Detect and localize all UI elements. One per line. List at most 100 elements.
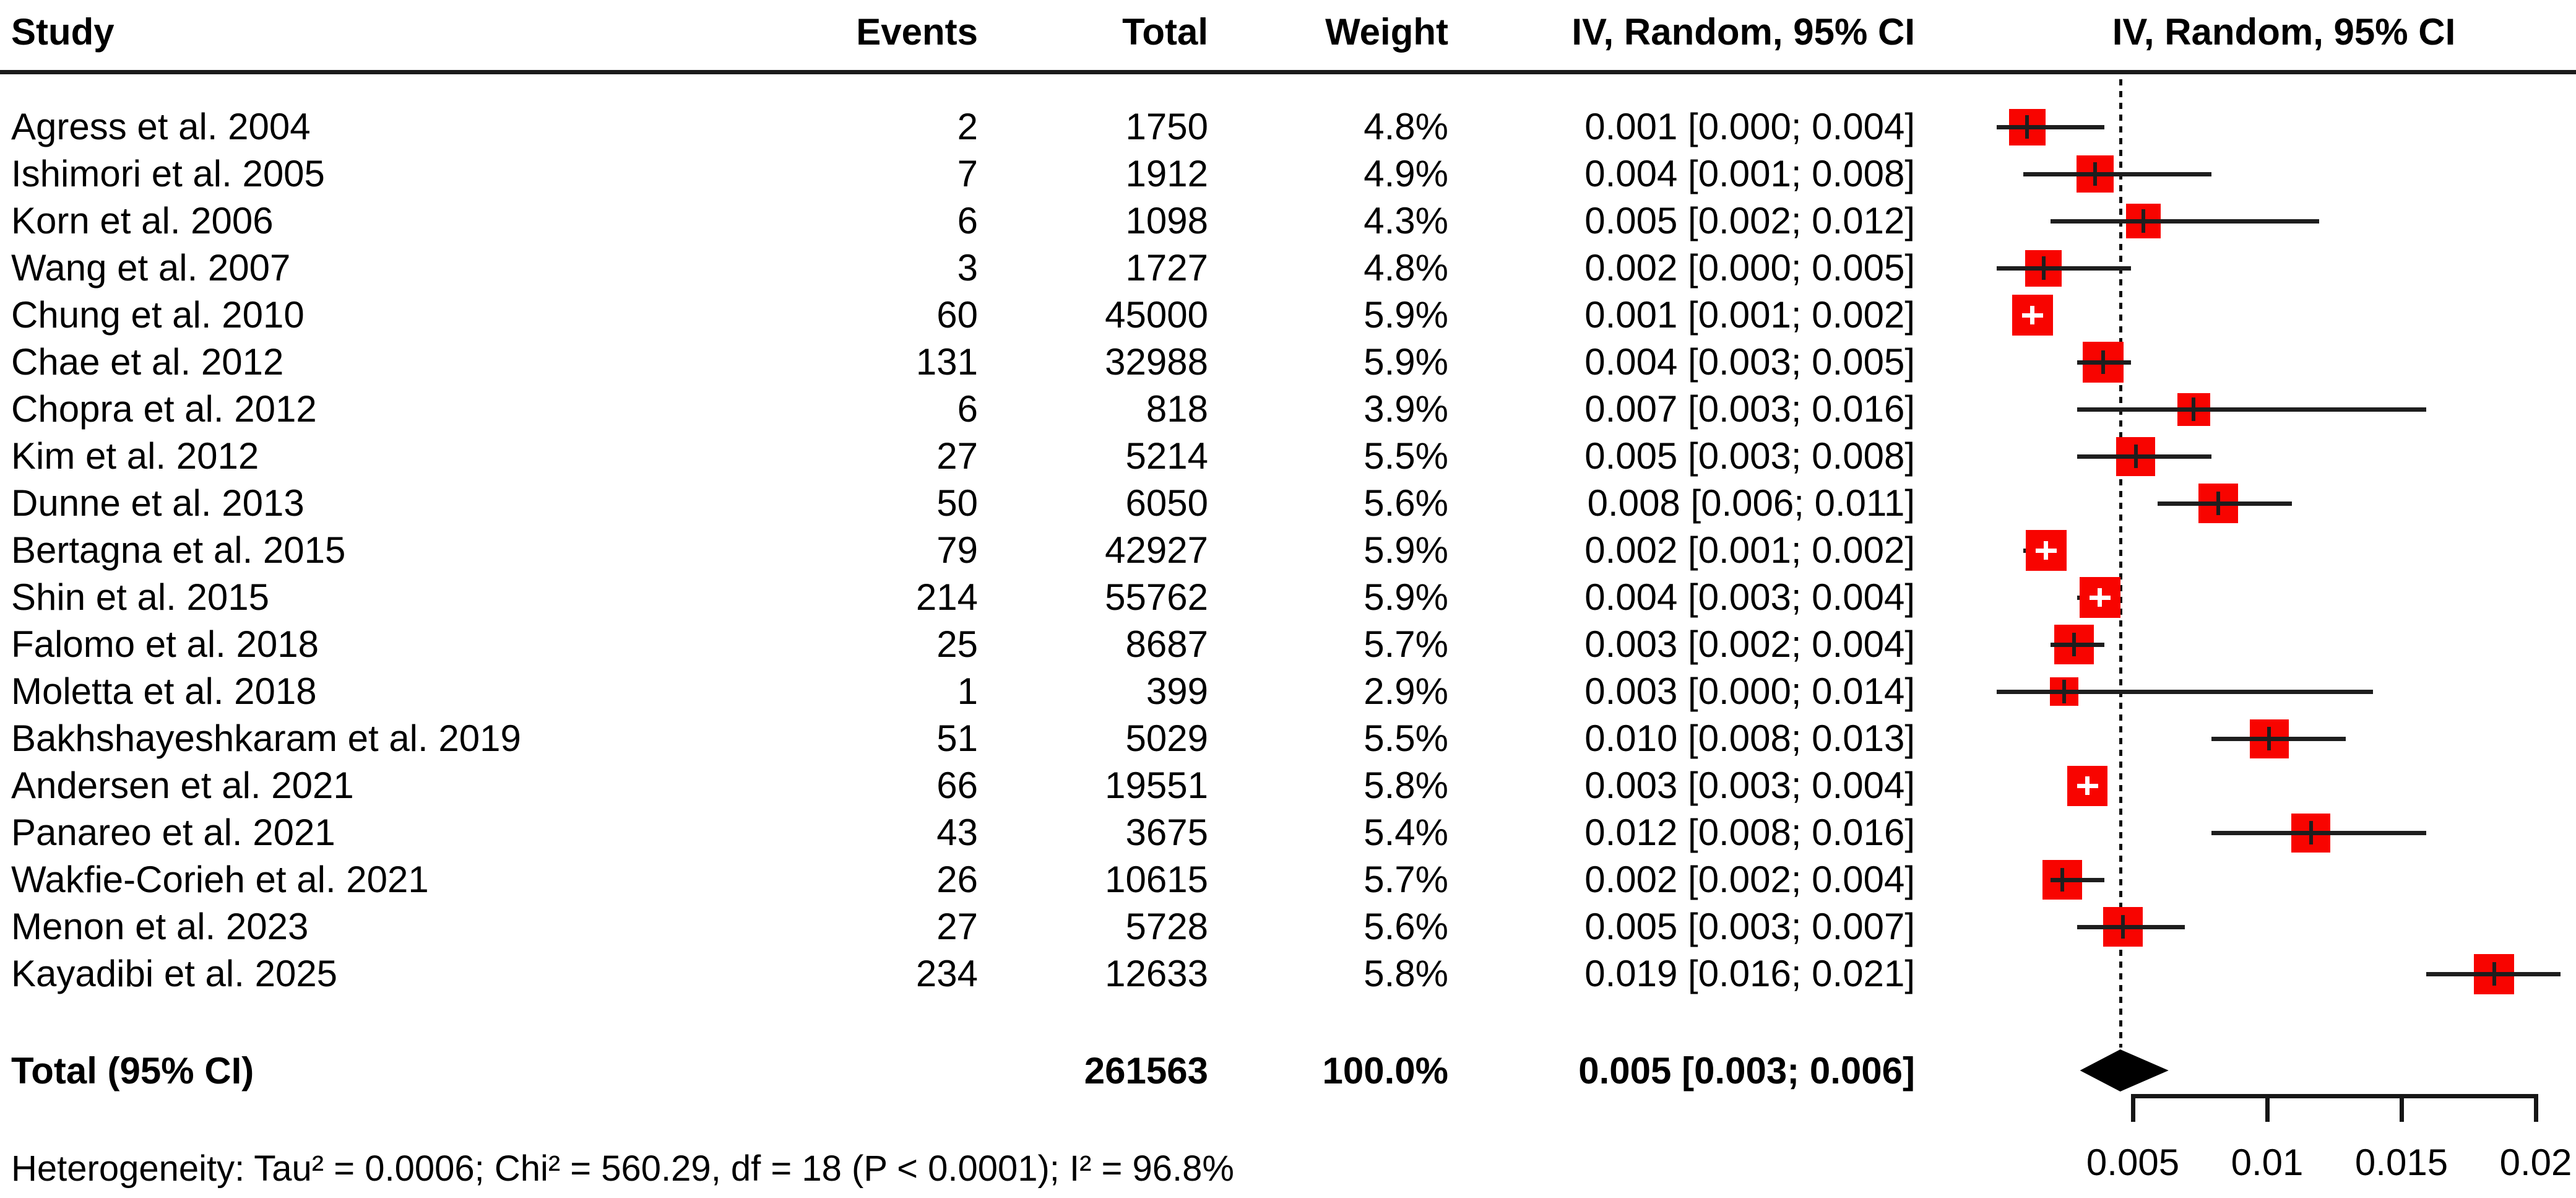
weight-value: 5.9% (1364, 341, 1448, 383)
estimate-tick (2060, 868, 2065, 892)
ci-whisker (2050, 878, 2104, 882)
estimate-tick-horizontal (2089, 595, 2111, 600)
weight-value: 4.3% (1364, 200, 1448, 241)
weight-value: 5.7% (1364, 623, 1448, 665)
study-name: Dunne et al. 2013 (11, 482, 305, 524)
total-value: 10615 (1105, 859, 1208, 900)
x-axis-tick (2534, 1094, 2538, 1122)
estimate-tick (2025, 115, 2029, 139)
study-name: Chung et al. 2010 (11, 294, 305, 336)
estimate-tick (2133, 445, 2138, 468)
weight-value: 5.7% (1364, 859, 1448, 900)
study-name: Chae et al. 2012 (11, 341, 284, 383)
column-header-total: Total (1122, 11, 1208, 53)
events-value: 1 (957, 671, 978, 712)
total-value: 818 (1146, 388, 1208, 430)
ci-value: 0.002 [0.002; 0.004] (1584, 859, 1915, 900)
x-axis-tick-label: 0.02 (2499, 1142, 2572, 1183)
total-value: 45000 (1105, 294, 1208, 336)
study-name: Korn et al. 2006 (11, 200, 274, 241)
events-value: 66 (936, 765, 978, 806)
total-value: 19551 (1105, 765, 1208, 806)
study-name: Falomo et al. 2018 (11, 623, 319, 665)
ci-value: 0.004 [0.001; 0.008] (1584, 153, 1915, 194)
weight-value: 5.6% (1364, 906, 1448, 947)
ci-whisker (2077, 454, 2212, 459)
total-value: 42927 (1105, 529, 1208, 571)
total-value: 6050 (1125, 482, 1208, 524)
ci-value: 0.003 [0.003; 0.004] (1584, 765, 1915, 806)
study-name: Andersen et al. 2021 (11, 765, 354, 806)
estimate-tick-horizontal (2021, 313, 2043, 318)
events-value: 6 (957, 200, 978, 241)
events-value: 234 (915, 953, 978, 994)
study-name: Shin et al. 2015 (11, 576, 269, 618)
ci-value: 0.005 [0.003; 0.008] (1584, 435, 1915, 477)
weight-value: 5.9% (1364, 529, 1448, 571)
total-value: 12633 (1105, 953, 1208, 994)
plot-header-ci: IV, Random, 95% CI (2112, 11, 2456, 53)
x-axis-tick-label: 0.015 (2354, 1142, 2448, 1183)
column-header-weight: Weight (1325, 11, 1448, 53)
estimate-tick (2309, 821, 2313, 844)
events-value: 214 (915, 576, 978, 618)
events-value: 79 (936, 529, 978, 571)
ci-whisker (2050, 219, 2319, 224)
estimate-tick (2492, 962, 2496, 986)
weight-value: 3.9% (1364, 388, 1448, 430)
events-value: 27 (936, 906, 978, 947)
total-row-label: Total (95% CI) (11, 1050, 254, 1092)
total-value: 3675 (1125, 812, 1208, 853)
ci-value: 0.005 [0.003; 0.007] (1584, 906, 1915, 947)
weight-value: 5.8% (1364, 765, 1448, 806)
weight-value: 5.5% (1364, 435, 1448, 477)
estimate-tick (2216, 492, 2221, 515)
ci-value: 0.007 [0.003; 0.016] (1584, 388, 1915, 430)
study-name: Bertagna et al. 2015 (11, 529, 346, 571)
events-value: 60 (936, 294, 978, 336)
ci-whisker (1997, 266, 2131, 271)
total-value: 399 (1146, 671, 1208, 712)
weight-value: 5.9% (1364, 576, 1448, 618)
estimate-tick (2062, 680, 2066, 703)
total-value: 1727 (1125, 247, 1208, 289)
study-name: Ishimori et al. 2005 (11, 153, 325, 194)
weight-value: 4.8% (1364, 247, 1448, 289)
study-name: Kim et al. 2012 (11, 435, 259, 477)
study-name: Bakhshayeshkaram et al. 2019 (11, 718, 521, 759)
ci-whisker (2077, 925, 2185, 929)
ci-value: 0.003 [0.002; 0.004] (1584, 623, 1915, 665)
study-name: Kayadibi et al. 2025 (11, 953, 338, 994)
weight-value: 4.8% (1364, 106, 1448, 147)
estimate-tick (2101, 350, 2106, 374)
ci-value: 0.004 [0.003; 0.004] (1584, 576, 1915, 618)
weight-value: 5.4% (1364, 812, 1448, 853)
total-value: 1098 (1125, 200, 1208, 241)
total-value: 5029 (1125, 718, 1208, 759)
weight-value: 5.8% (1364, 953, 1448, 994)
total-value: 5728 (1125, 906, 1208, 947)
events-value: 7 (957, 153, 978, 194)
total-value: 8687 (1125, 623, 1208, 665)
ci-value: 0.012 [0.008; 0.016] (1584, 812, 1915, 853)
estimate-tick (2121, 915, 2125, 939)
events-value: 27 (936, 435, 978, 477)
ci-value: 0.002 [0.000; 0.005] (1584, 247, 1915, 289)
ci-whisker (2158, 501, 2293, 506)
x-axis-tick-label: 0.005 (2086, 1142, 2180, 1183)
estimate-tick (2267, 727, 2271, 750)
estimate-tick (2041, 256, 2046, 280)
total-row-weight: 100.0% (1322, 1050, 1449, 1092)
ci-value: 0.003 [0.000; 0.014] (1584, 671, 1915, 712)
ci-whisker (2023, 172, 2212, 176)
total-value: 32988 (1105, 341, 1208, 383)
ci-value: 0.004 [0.003; 0.005] (1584, 341, 1915, 383)
study-name: Agress et al. 2004 (11, 106, 311, 147)
estimate-tick-horizontal (2077, 783, 2098, 788)
total-value: 5214 (1125, 435, 1208, 477)
study-name: Wang et al. 2007 (11, 247, 291, 289)
heterogeneity-note: Heterogeneity: Tau² = 0.0006; Chi² = 560… (11, 1148, 1234, 1189)
weight-value: 5.9% (1364, 294, 1448, 336)
column-header-events: Events (856, 11, 978, 53)
